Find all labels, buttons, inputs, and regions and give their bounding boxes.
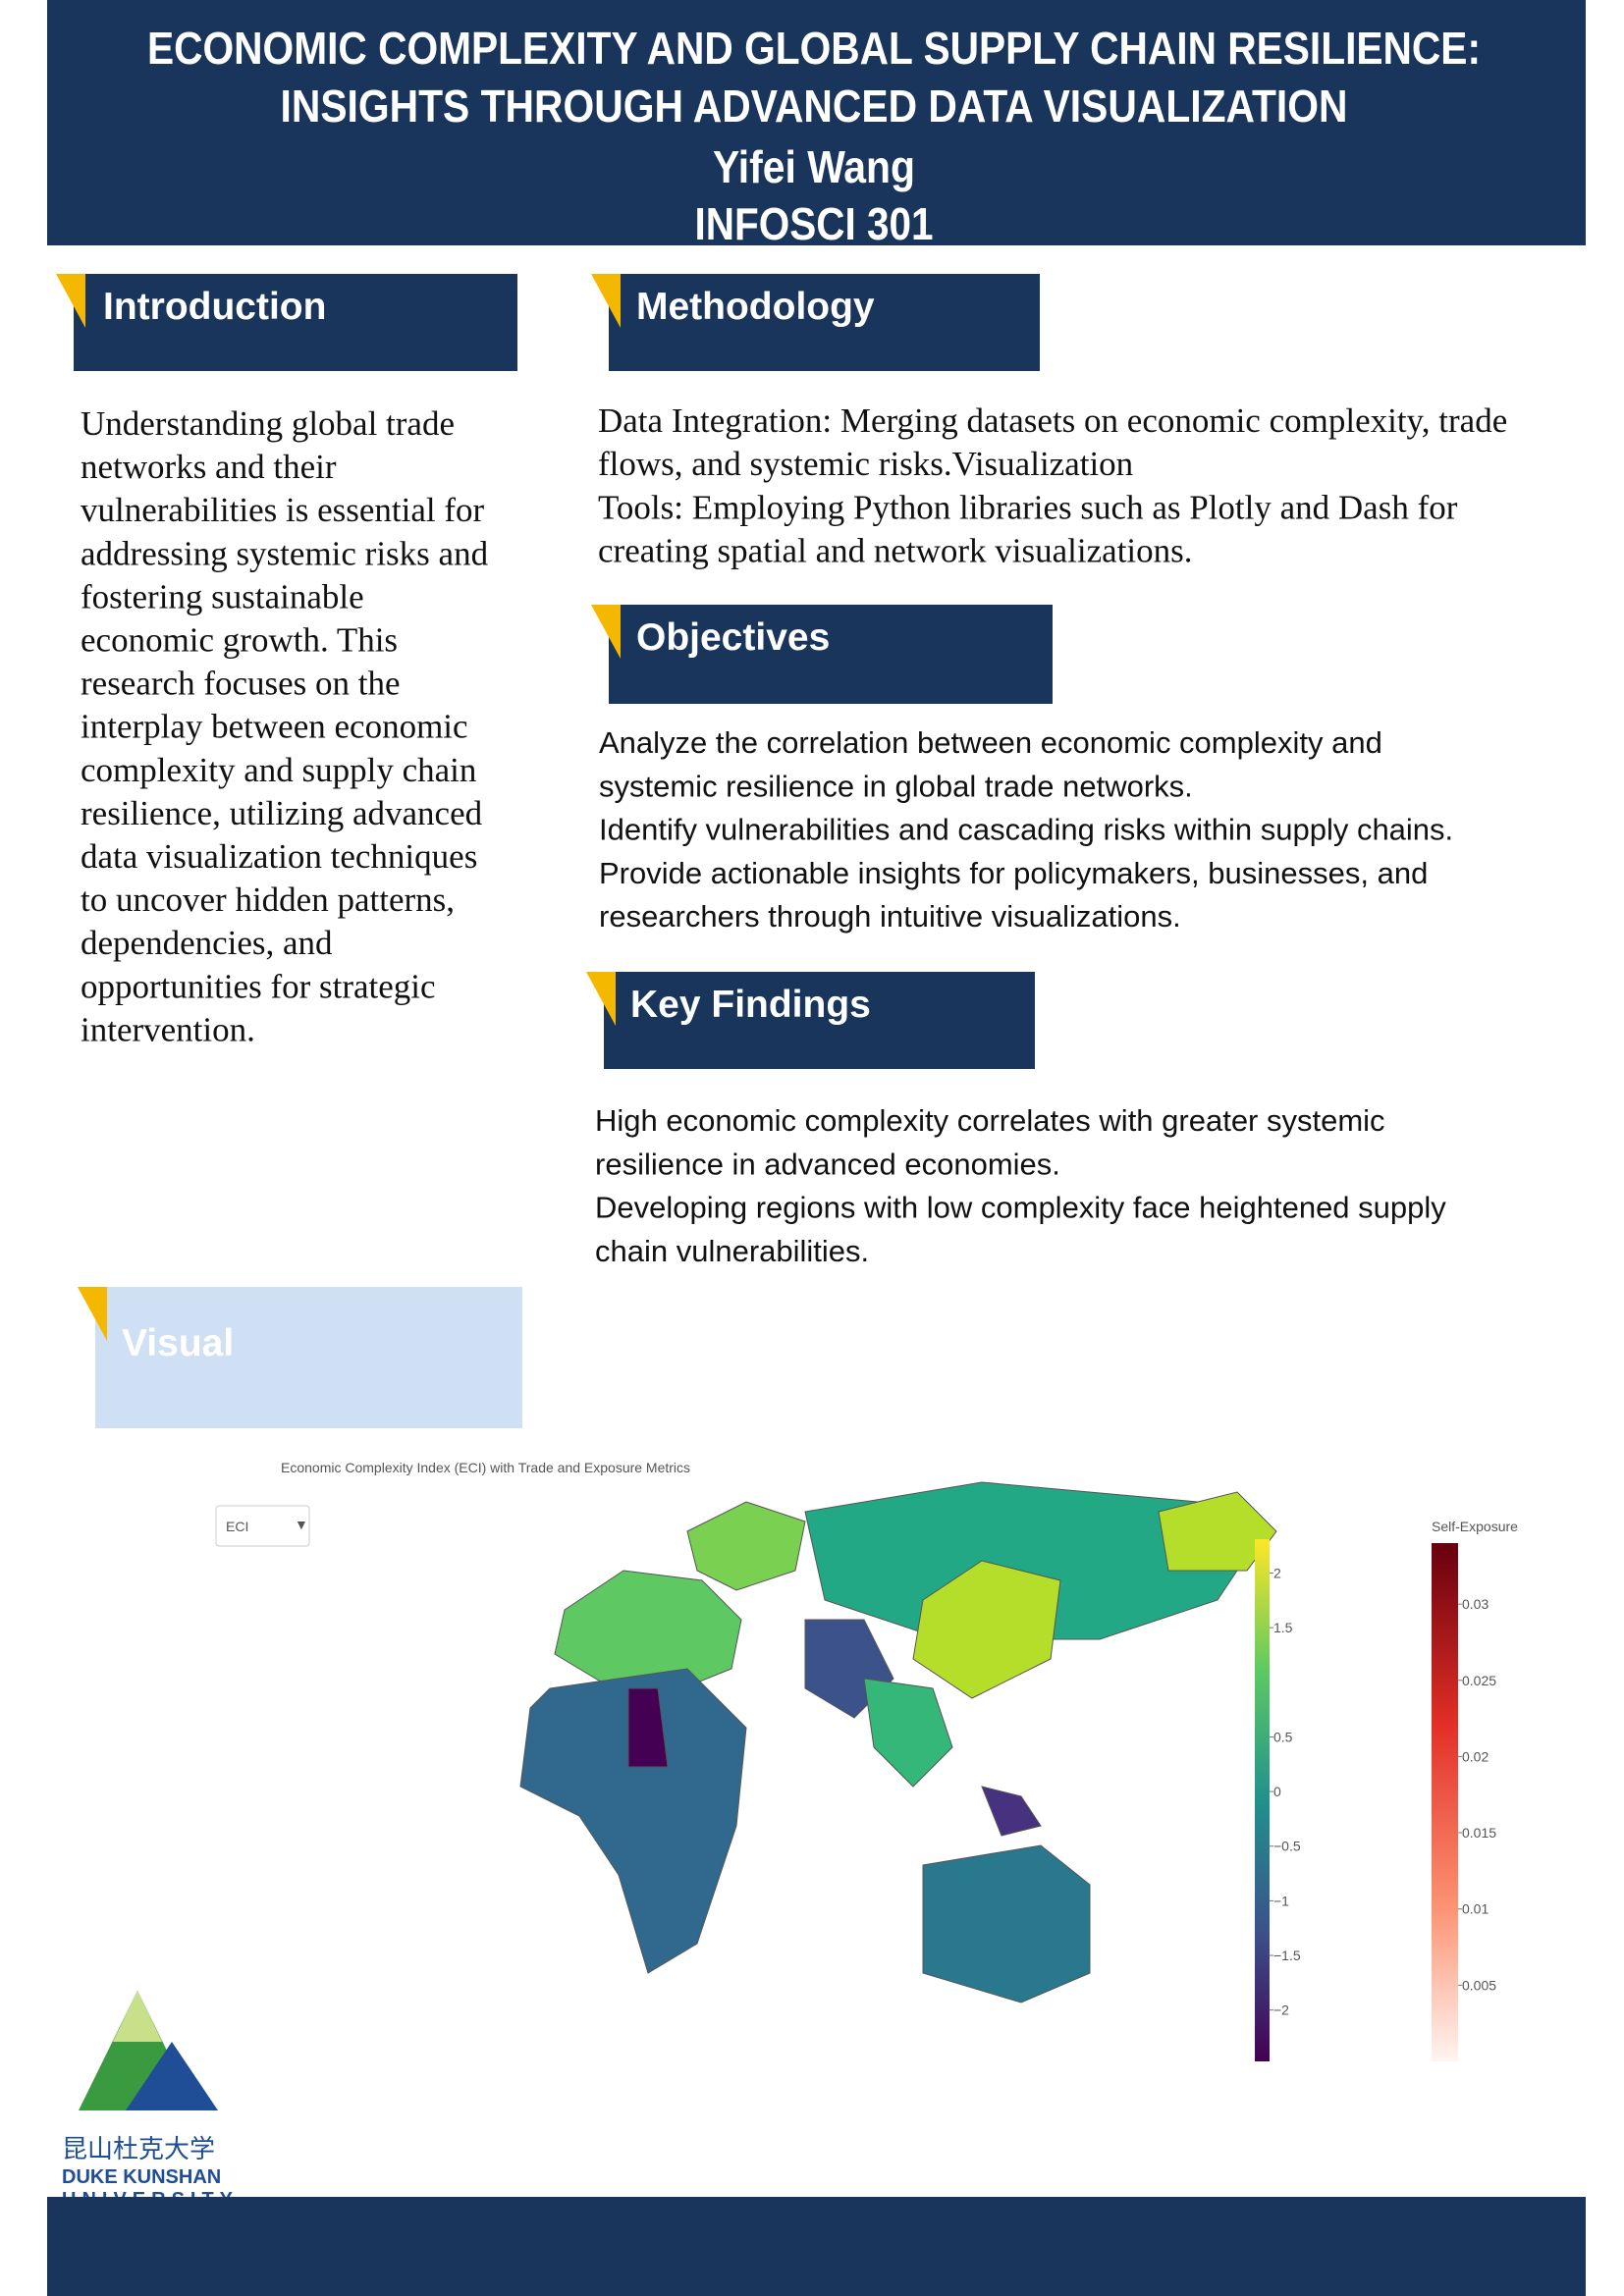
body-text-line: flows, and systemic risks.Visualization	[598, 445, 1133, 483]
logo-chinese: 昆山杜克大学	[62, 2135, 215, 2164]
colorbar-tick-label: 0.02	[1462, 1748, 1489, 1764]
body-text-line: opportunities for strategic	[81, 967, 436, 1005]
body-text-line: Tools: Employing Python libraries such a…	[598, 488, 1458, 526]
body-text-line: systemic resilience in global trade netw…	[599, 769, 1193, 803]
section-heading: Introduction	[103, 286, 326, 328]
body-text-line: to uncover hidden patterns,	[81, 881, 455, 919]
section-accent	[56, 274, 85, 328]
course: INFOSCI 301	[695, 198, 934, 249]
colorbar-tick-label: 2	[1273, 1566, 1281, 1581]
body-text-line: complexity and supply chain	[81, 751, 476, 789]
body-text-line: Data Integration: Merging datasets on ec…	[598, 401, 1507, 440]
logo-mountain	[126, 2042, 218, 2110]
body-text-line: Identify vulnerabilities and cascading r…	[599, 813, 1453, 847]
body-text-line: networks and their	[81, 448, 337, 486]
colorbar	[1255, 1539, 1270, 2061]
body-text-line: researchers through intuitive visualizat…	[599, 899, 1181, 934]
section-accent	[586, 972, 616, 1026]
body-text-line: resilience in advanced economies.	[595, 1147, 1060, 1181]
section-header-box	[95, 1287, 522, 1428]
body-text-line: dependencies, and	[81, 924, 333, 962]
section-heading: Objectives	[636, 616, 830, 659]
body-text-line: Provide actionable insights for policyma…	[599, 856, 1428, 890]
colorbar	[1432, 1543, 1458, 2061]
section-header-box	[74, 274, 517, 371]
section-header-box	[609, 605, 1053, 704]
colorbar-tick-label: 0.025	[1462, 1673, 1496, 1688]
body-text-line: Developing regions with low complexity f…	[595, 1191, 1446, 1225]
colorbar-tick-label: −1	[1273, 1893, 1289, 1908]
body-text-line: resilience, utilizing advanced	[81, 794, 483, 832]
body-text-line: data visualization techniques	[81, 837, 477, 876]
section-header-box	[604, 972, 1035, 1069]
body-text-line: interplay between economic	[81, 708, 468, 746]
section-header-box	[609, 274, 1040, 371]
body-text-line: economic growth. This	[81, 621, 398, 660]
title: INSIGHTS THROUGH ADVANCED DATA VISUALIZA…	[281, 80, 1348, 132]
body-text-line: chain vulnerabilities.	[595, 1234, 869, 1268]
section-heading: Methodology	[636, 286, 875, 328]
section-heading: Key Findings	[630, 984, 871, 1026]
body-text-line: fostering sustainable	[81, 577, 364, 615]
colorbar-tick-label: 0.015	[1462, 1825, 1496, 1841]
colorbar-tick-label: 0.01	[1462, 1901, 1489, 1917]
header-bar	[47, 0, 1586, 245]
body-text-line: creating spatial and network visualizati…	[598, 532, 1193, 570]
logo-peak	[113, 1991, 162, 2042]
colorbar-tick-label: 0	[1273, 1784, 1281, 1799]
body-text-line: Understanding global trade	[81, 404, 455, 443]
section-accent	[591, 274, 621, 328]
colorbar-tick-label: −0.5	[1273, 1839, 1301, 1854]
colorbar-tick-label: 0.005	[1462, 1977, 1496, 1993]
colorbar-title: Self-Exposure	[1432, 1519, 1518, 1534]
body-text-line: High economic complexity correlates with…	[595, 1103, 1385, 1138]
body-text-line: vulnerabilities is essential for	[81, 491, 484, 529]
body-text-line: Analyze the correlation between economic…	[599, 725, 1382, 760]
colorbar-tick-label: 1.5	[1273, 1620, 1293, 1635]
section-heading: Visual	[122, 1322, 234, 1364]
colorbar-tick-label: −2	[1273, 2002, 1289, 2018]
author: Yifei Wang	[713, 141, 915, 192]
section-accent	[78, 1287, 107, 1341]
chart-title: Economic Complexity Index (ECI) with Tra…	[281, 1460, 690, 1475]
colorbar-tick-label: 0.5	[1273, 1729, 1293, 1744]
logo-english: DUKE KUNSHAN	[62, 2166, 221, 2188]
map	[519, 1481, 1277, 2003]
footer-bar	[47, 2197, 1586, 2296]
colorbar-tick-label: 0.03	[1462, 1596, 1489, 1612]
body-text-line: addressing systemic risks and	[81, 534, 489, 572]
colorbar-tick-label: −1.5	[1273, 1948, 1301, 1963]
body-text-line: research focuses on the	[81, 665, 401, 703]
title: ECONOMIC COMPLEXITY AND GLOBAL SUPPLY CH…	[147, 23, 1481, 74]
section-accent	[591, 605, 621, 659]
body-text-line: intervention.	[81, 1010, 255, 1048]
dropdown[interactable]	[215, 1505, 310, 1547]
dropdown-arrow: ▼	[295, 1517, 308, 1532]
dropdown-label: ECI	[226, 1519, 248, 1534]
